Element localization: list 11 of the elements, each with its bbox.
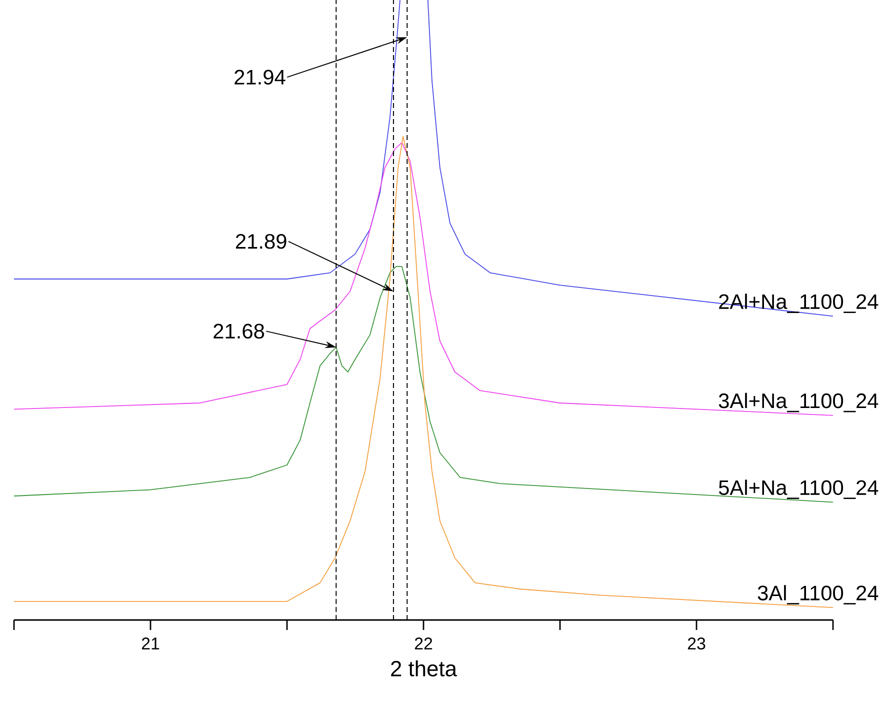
series-label: 5Al+Na_1100_24 (718, 480, 878, 499)
x-tick-label: 22 (414, 638, 432, 650)
x-tick-label: 21 (142, 638, 160, 650)
annotation: 21.89 (236, 234, 286, 249)
series-label: 2Al+Na_1100_24 (719, 294, 878, 313)
x-axis-title: 2 theta (391, 660, 457, 676)
series-label: 3Al+Na_1100_24 (718, 392, 878, 412)
annotation: 21.68 (214, 324, 264, 339)
annotation: 21.94 (234, 70, 286, 85)
x-tick-label: 23 (688, 638, 706, 650)
series-label: 3Al_1100_24 (758, 585, 878, 604)
